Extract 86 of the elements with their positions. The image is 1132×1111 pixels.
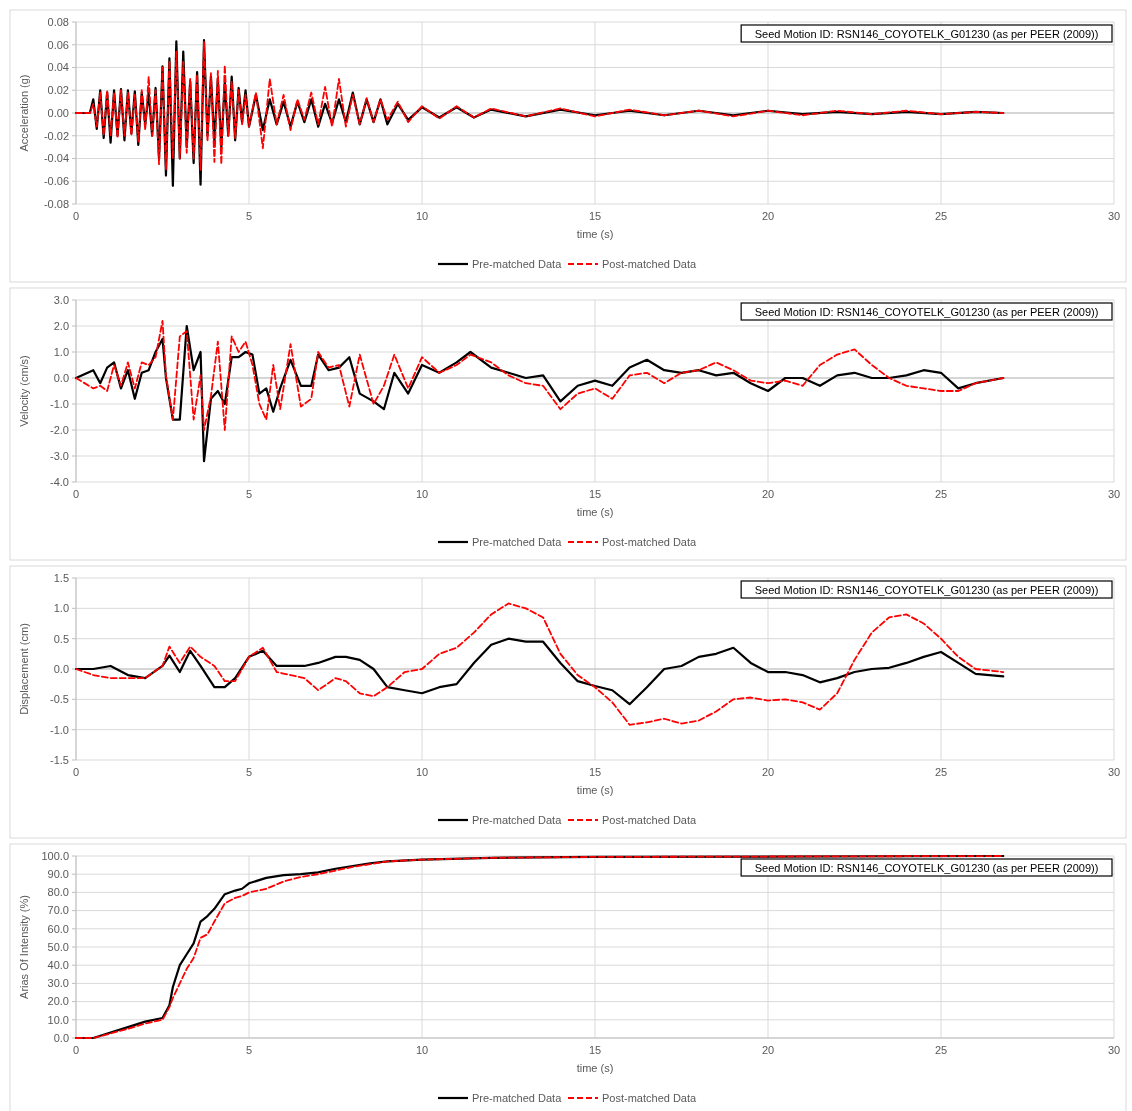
y-tick-label: 3.0 bbox=[53, 293, 69, 306]
x-axis-title: time (s) bbox=[576, 784, 614, 796]
y-tick-label: 30.0 bbox=[47, 977, 69, 990]
y-tick-label: -4.0 bbox=[50, 475, 69, 488]
y-tick-label: 60.0 bbox=[47, 922, 69, 935]
x-axis-title: time (s) bbox=[576, 506, 614, 518]
x-tick-label: 0 bbox=[72, 1044, 80, 1056]
y-tick-label: -1.5 bbox=[50, 753, 69, 766]
x-tick-label: 30 bbox=[1107, 1044, 1121, 1056]
annotation: Seed Motion ID: RSN146_COYOTELK_G01230 (as per PEER (2009)) bbox=[754, 27, 1099, 40]
y-tick-label: 1.0 bbox=[53, 345, 69, 358]
y-tick-label: -0.04 bbox=[43, 152, 69, 165]
y-tick-label: 0.0 bbox=[53, 371, 69, 384]
line-series bbox=[75, 319, 1005, 431]
y-tick-label: -2.0 bbox=[50, 423, 69, 436]
x-tick-label: 5 bbox=[245, 488, 253, 500]
y-tick-label: -0.08 bbox=[43, 197, 69, 210]
y-tick-label: 0.00 bbox=[47, 106, 69, 119]
x-tick-label: 20 bbox=[761, 488, 775, 500]
y-axis-title: Velocity (cm/s) bbox=[18, 355, 30, 427]
y-axis-title: Displacement (cm) bbox=[18, 623, 30, 715]
line-series bbox=[74, 637, 1005, 706]
annotation: Seed Motion ID: RSN146_COYOTELK_G01230 (as per PEER (2009)) bbox=[754, 861, 1099, 874]
x-tick-label: 0 bbox=[72, 488, 80, 500]
y-tick-label: -3.0 bbox=[50, 449, 69, 462]
annotation: Seed Motion ID: RSN146_COYOTELK_G01230 (as per PEER (2009)) bbox=[754, 583, 1099, 596]
y-tick-label: 80.0 bbox=[47, 886, 69, 899]
x-tick-label: 25 bbox=[934, 488, 948, 500]
annotation: Seed Motion ID: RSN146_COYOTELK_G01230 (as per PEER (2009)) bbox=[754, 305, 1099, 318]
x-tick-label: 20 bbox=[761, 766, 775, 778]
y-tick-label: 0.0 bbox=[53, 662, 69, 675]
y-tick-label: -0.06 bbox=[43, 175, 69, 188]
legend-label: Pre-matched Data bbox=[472, 535, 563, 548]
x-tick-label: 10 bbox=[415, 488, 429, 500]
y-tick-label: 2.0 bbox=[53, 319, 69, 332]
y-tick-label: 40.0 bbox=[47, 959, 69, 972]
x-tick-label: 5 bbox=[245, 1044, 253, 1056]
x-tick-label: 0 bbox=[72, 210, 80, 222]
legend-label: Pre-matched Data bbox=[472, 1091, 563, 1104]
y-tick-label: 90.0 bbox=[47, 868, 69, 881]
y-axis-title: Acceleration (g) bbox=[18, 74, 30, 152]
x-tick-label: 0 bbox=[72, 766, 80, 778]
y-axis-title: Arias Of Intensity (%) bbox=[18, 895, 30, 999]
x-tick-label: 10 bbox=[415, 210, 429, 222]
y-tick-label: 70.0 bbox=[47, 904, 69, 917]
x-axis-title: time (s) bbox=[576, 1062, 614, 1074]
legend-label: Post-matched Data bbox=[602, 535, 698, 548]
y-tick-label: -1.0 bbox=[50, 723, 69, 736]
x-tick-label: 15 bbox=[588, 488, 602, 500]
y-tick-label: -0.02 bbox=[43, 129, 69, 142]
y-tick-label: 0.0 bbox=[53, 1031, 69, 1044]
y-tick-label: 50.0 bbox=[47, 940, 69, 953]
x-tick-label: 25 bbox=[934, 766, 948, 778]
y-tick-label: 0.08 bbox=[47, 15, 69, 28]
line-series bbox=[75, 602, 1005, 726]
x-tick-label: 30 bbox=[1107, 210, 1121, 222]
x-tick-label: 20 bbox=[761, 210, 775, 222]
x-axis-title: time (s) bbox=[576, 228, 614, 240]
y-tick-label: 0.02 bbox=[47, 84, 69, 97]
x-tick-label: 5 bbox=[245, 210, 253, 222]
y-tick-label: 100.0 bbox=[41, 849, 69, 862]
x-tick-label: 20 bbox=[761, 1044, 775, 1056]
y-tick-label: -1.0 bbox=[50, 397, 69, 410]
y-tick-label: -0.5 bbox=[50, 693, 69, 706]
y-tick-label: 20.0 bbox=[47, 995, 69, 1008]
y-tick-label: 1.5 bbox=[53, 571, 69, 584]
x-tick-label: 10 bbox=[415, 766, 429, 778]
x-tick-label: 15 bbox=[588, 766, 602, 778]
x-tick-label: 5 bbox=[245, 766, 253, 778]
x-tick-label: 30 bbox=[1107, 488, 1121, 500]
x-tick-label: 15 bbox=[588, 1044, 602, 1056]
y-tick-label: 10.0 bbox=[47, 1013, 69, 1026]
x-tick-label: 25 bbox=[934, 1044, 948, 1056]
legend-label: Post-matched Data bbox=[602, 813, 698, 826]
x-tick-label: 30 bbox=[1107, 766, 1121, 778]
y-tick-label: 0.5 bbox=[53, 632, 69, 645]
legend-label: Post-matched Data bbox=[602, 1091, 698, 1104]
y-tick-label: 0.04 bbox=[47, 61, 69, 74]
y-tick-label: 1.0 bbox=[53, 602, 69, 615]
x-tick-label: 10 bbox=[415, 1044, 429, 1056]
legend-label: Pre-matched Data bbox=[472, 257, 563, 270]
y-tick-label: 0.06 bbox=[47, 38, 69, 51]
x-tick-label: 15 bbox=[588, 210, 602, 222]
legend-label: Pre-matched Data bbox=[472, 813, 563, 826]
legend-label: Post-matched Data bbox=[602, 257, 698, 270]
x-tick-label: 25 bbox=[934, 210, 948, 222]
